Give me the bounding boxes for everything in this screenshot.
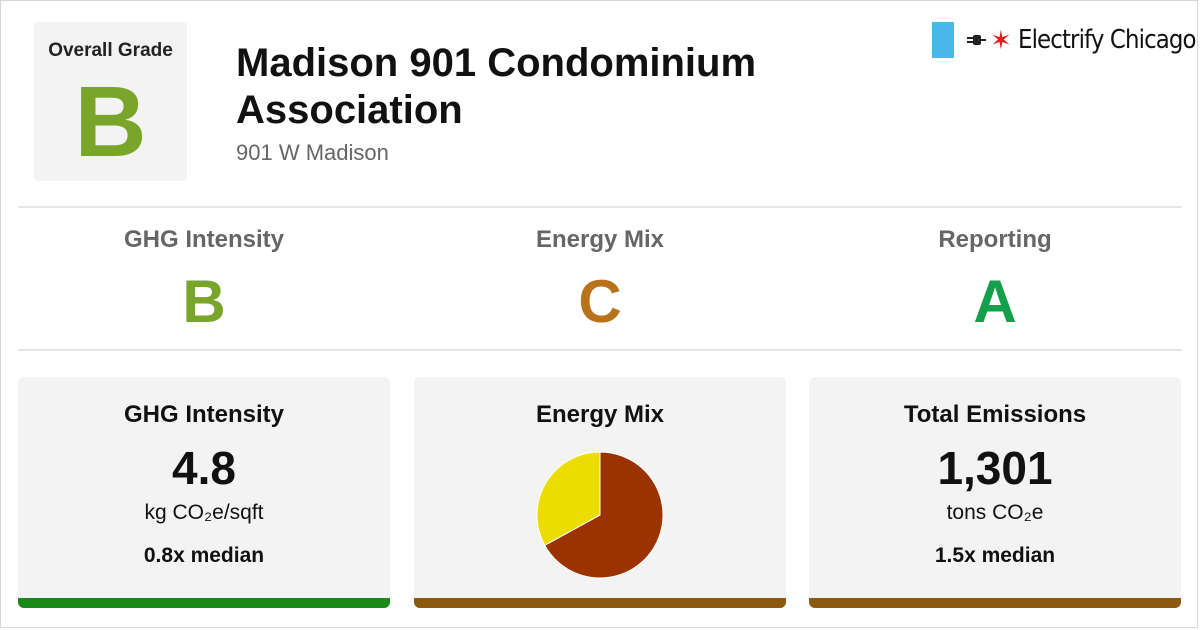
building-address: 901 W Madison — [236, 140, 389, 165]
overall-grade-box: Overall Grade B — [34, 22, 187, 181]
grade-letter: A — [973, 268, 1017, 335]
ghg-intensity-card: GHG Intensity 4.8 kg CO₂e/sqft 0.8x medi… — [18, 377, 390, 608]
card-title: Energy Mix — [535, 401, 665, 428]
card-accent-bar — [18, 598, 390, 608]
overall-grade-label: Overall Grade — [48, 40, 173, 61]
energy-mix-pie-chart — [536, 451, 664, 579]
brand-logo[interactable]: ✶ Electrify Chicago — [932, 22, 1200, 58]
ghg-intensity-median: 0.8x median — [143, 544, 265, 567]
total-emissions-median: 1.5x median — [934, 544, 1056, 567]
grade-letter: B — [182, 268, 226, 335]
flag-stripe — [932, 22, 954, 58]
grade-energy-mix: Energy Mix C — [414, 226, 786, 332]
pie-slice-1 — [536, 451, 601, 547]
card-title: GHG Intensity — [123, 401, 285, 428]
ghg-intensity-value: 4.8 — [172, 442, 236, 494]
total-emissions-unit: tons CO₂e — [946, 501, 1044, 524]
total-emissions-value: 1,301 — [937, 442, 1053, 494]
pie-slice-0 — [544, 451, 664, 579]
card-accent-bar — [809, 598, 1181, 608]
total-emissions-card: Total Emissions 1,301 tons CO₂e 1.5x med… — [809, 377, 1181, 608]
card-title: Total Emissions — [903, 401, 1087, 428]
grade-reporting: Reporting A — [809, 226, 1181, 332]
divider-middle — [18, 349, 1182, 351]
building-title: Madison 901 Condominium Association — [236, 41, 757, 132]
grade-label: Energy Mix — [535, 226, 665, 253]
grade-label: GHG Intensity — [123, 226, 285, 253]
grade-letter: C — [578, 268, 622, 335]
card-accent-bar — [414, 598, 786, 608]
grade-label: Reporting — [938, 226, 1052, 253]
divider-top — [18, 206, 1182, 208]
plug-icon — [967, 35, 986, 45]
overall-grade-letter: B — [74, 66, 147, 178]
star-icon: ✶ — [990, 25, 1012, 55]
energy-mix-card: Energy Mix — [414, 377, 786, 608]
ghg-intensity-unit: kg CO₂e/sqft — [144, 501, 264, 524]
brand-name: Electrify Chicago — [1017, 25, 1197, 55]
grade-ghg-intensity: GHG Intensity B — [18, 226, 390, 332]
